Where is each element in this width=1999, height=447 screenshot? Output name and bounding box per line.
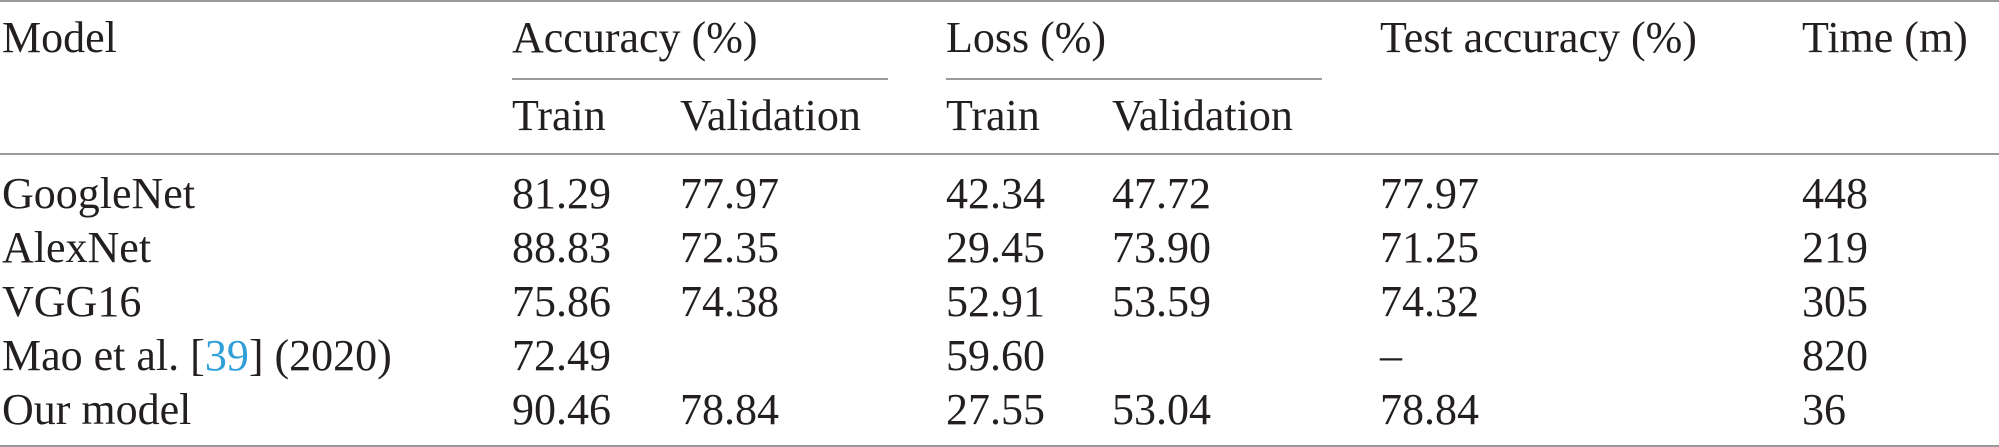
citation-link[interactable]: 39 [204, 331, 249, 380]
header-acc-validation: Validation [680, 91, 861, 140]
row-our-model-model: Our model [2, 385, 192, 434]
row-our-model-test-acc: 78.84 [1380, 385, 1479, 434]
header-time: Time (m) [1802, 13, 1968, 62]
row-mao-acc-train: 72.49 [512, 331, 611, 380]
header-rule [0, 153, 1999, 155]
row-alexnet-model: AlexNet [2, 223, 152, 272]
row-our-model-loss-train: 27.55 [946, 385, 1045, 434]
row-mao-test-acc: – [1380, 331, 1402, 380]
row-mao-model-prefix: Mao et al. [ [2, 331, 205, 380]
row-vgg16-loss-train: 52.91 [946, 277, 1045, 326]
header-model: Model [2, 13, 117, 62]
row-our-model-loss-val: 53.04 [1112, 385, 1211, 434]
row-googlenet-loss-train: 42.34 [946, 169, 1045, 218]
row-googlenet-time: 448 [1802, 169, 1868, 218]
row-vgg16-acc-train: 75.86 [512, 277, 611, 326]
row-vgg16-time: 305 [1802, 277, 1868, 326]
row-mao-loss-train: 59.60 [946, 331, 1045, 380]
loss-group-rule [946, 78, 1322, 80]
header-test-accuracy: Test accuracy (%) [1380, 13, 1697, 62]
row-alexnet-loss-val: 73.90 [1112, 223, 1211, 272]
row-vgg16-acc-val: 74.38 [680, 277, 779, 326]
row-alexnet-test-acc: 71.25 [1380, 223, 1479, 272]
accuracy-group-rule [512, 78, 888, 80]
row-alexnet-acc-val: 72.35 [680, 223, 779, 272]
row-mao-model-suffix: ] (2020) [248, 331, 392, 380]
row-googlenet-acc-val: 77.97 [680, 169, 779, 218]
header-loss: Loss (%) [946, 13, 1107, 62]
row-our-model-acc-val: 78.84 [680, 385, 779, 434]
row-mao-time: 820 [1802, 331, 1868, 380]
row-vgg16-model: VGG16 [2, 277, 142, 326]
header-loss-train: Train [946, 91, 1040, 140]
bottom-rule [0, 445, 1999, 447]
row-googlenet-acc-train: 81.29 [512, 169, 611, 218]
row-alexnet-time: 219 [1802, 223, 1868, 272]
row-vgg16-loss-val: 53.59 [1112, 277, 1211, 326]
row-googlenet-test-acc: 77.97 [1380, 169, 1479, 218]
row-googlenet-model: GoogleNet [2, 169, 196, 218]
top-rule [0, 0, 1999, 2]
row-alexnet-acc-train: 88.83 [512, 223, 611, 272]
row-vgg16-test-acc: 74.32 [1380, 277, 1479, 326]
row-alexnet-loss-train: 29.45 [946, 223, 1045, 272]
row-googlenet-loss-val: 47.72 [1112, 169, 1211, 218]
row-our-model-time: 36 [1802, 385, 1846, 434]
header-acc-train: Train [512, 91, 606, 140]
row-mao-model: Mao et al. [39] (2020) [2, 330, 392, 382]
header-loss-validation: Validation [1112, 91, 1293, 140]
header-accuracy: Accuracy (%) [512, 13, 758, 62]
row-our-model-acc-train: 90.46 [512, 385, 611, 434]
